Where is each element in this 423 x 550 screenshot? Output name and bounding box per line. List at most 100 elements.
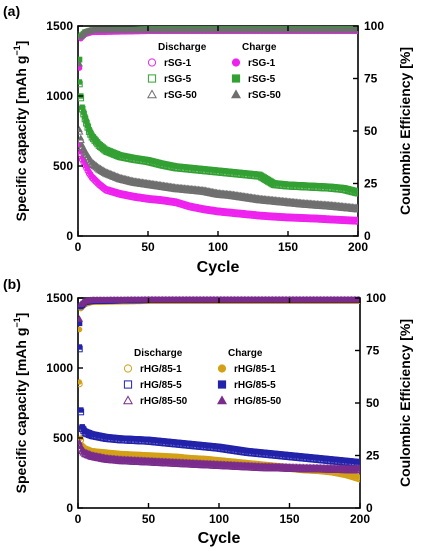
- x-tick-label: 50: [142, 512, 156, 526]
- discharge-point: [354, 189, 358, 197]
- legend-charge-label: rSG-50: [248, 90, 281, 101]
- y2-tick-label: 75: [364, 72, 378, 86]
- y2-tick-label: 0: [364, 229, 371, 243]
- panel-label: (b): [3, 276, 21, 292]
- x-tick-label: 100: [209, 512, 229, 526]
- x-tick-label: 50: [141, 240, 155, 254]
- y-axis-title: Specific capacity [mAh g−1]: [12, 313, 29, 494]
- legend-charge-label: rSG-1: [248, 58, 276, 69]
- discharge-point: [354, 218, 358, 225]
- y-axis-title-sup: −1: [12, 317, 22, 327]
- y-axis-title-close: ]: [13, 41, 29, 46]
- panel-b: (b)0 50 100 150 2000500100015000255075100Cyc…: [3, 276, 413, 547]
- y-tick-label: 1000: [46, 89, 73, 103]
- y-axis-title-main: Specific capacity [mAh g: [13, 328, 29, 494]
- data-layer: [78, 26, 358, 225]
- y-tick-label: 1500: [46, 19, 73, 33]
- legend-charge-marker: [217, 364, 227, 373]
- legend-discharge-title: Discharge: [134, 348, 183, 359]
- charge-point: [355, 216, 358, 223]
- x-tick-label: 0: [75, 240, 82, 254]
- efficiency-point: [78, 315, 84, 322]
- charge-point: [356, 464, 360, 471]
- legend-discharge-marker: [123, 395, 133, 405]
- x-tick-label: 0: [75, 512, 82, 526]
- charge-point: [78, 126, 83, 133]
- x-tick-label: 150: [279, 512, 299, 526]
- legend-charge-marker: [217, 395, 227, 405]
- legend-discharge-label: rHG/85-50: [140, 396, 188, 407]
- efficiency-point: [78, 326, 83, 333]
- data-layer: [78, 295, 360, 483]
- y2-tick-label: 25: [366, 449, 380, 463]
- y-tick-label: 0: [66, 229, 73, 243]
- y-tick-label: 1000: [46, 361, 73, 375]
- discharge-point: [356, 460, 360, 468]
- charge-point: [354, 203, 358, 210]
- legend-discharge-label: rSG-1: [164, 58, 192, 69]
- series-rSG-50: [78, 26, 358, 213]
- x-tick-label: 200: [348, 240, 368, 254]
- x-axis-title: Cycle: [197, 259, 240, 276]
- y2-tick-label: 100: [364, 19, 384, 33]
- legend-charge-title: Charge: [228, 348, 263, 359]
- legend-charge-marker: [231, 89, 241, 99]
- charge-point: [78, 344, 83, 350]
- y-axis-title-main: Specific capacity [mAh g: [13, 56, 29, 222]
- legend-discharge-marker: [147, 58, 157, 67]
- legend-charge-title: Charge: [242, 42, 277, 53]
- efficiency-point: [78, 60, 84, 67]
- legend-discharge-marker: [123, 364, 133, 373]
- legend-charge-label: rHG/85-5: [234, 380, 276, 391]
- x-tick-label: 100: [208, 240, 228, 254]
- y-axis-title-sup: −1: [12, 45, 22, 55]
- legend-charge-label: rHG/85-1: [234, 364, 276, 375]
- y-tick-label: 500: [53, 159, 73, 173]
- legend-charge-marker: [217, 380, 227, 389]
- charge-point: [357, 474, 360, 480]
- legend-charge-marker: [231, 58, 241, 67]
- y2-tick-label: 0: [366, 501, 373, 515]
- y2-axis-title: Coulombic Efficiency [%]: [397, 47, 413, 215]
- y2-tick-label: 100: [366, 291, 386, 305]
- legend: Discharge Charge rHG/85-1 rHG/85-1 rHG/85-5 r…: [123, 348, 282, 407]
- y2-axis-title: Coulombic Efficiency [%]: [397, 319, 413, 487]
- discharge-point: [356, 475, 360, 483]
- series-rHG/85-50: [78, 295, 360, 474]
- legend-discharge-label: rHG/85-1: [140, 364, 182, 375]
- charge-point: [355, 188, 358, 194]
- legend-discharge-marker: [123, 380, 133, 389]
- legend: Discharge Charge rSG-1 rSG-1 rSG-5 rSG-5 rSG-5…: [147, 42, 281, 101]
- charge-point: [78, 79, 83, 85]
- y2-tick-label: 50: [364, 124, 378, 138]
- x-tick-label: 150: [278, 240, 298, 254]
- y-axis-title: Specific capacity [mAh g−1]: [12, 41, 29, 222]
- charge-point: [78, 379, 83, 385]
- charge-point: [78, 407, 84, 413]
- y2-tick-label: 25: [364, 177, 378, 191]
- y-tick-label: 500: [53, 431, 73, 445]
- charge-point: [78, 134, 85, 141]
- legend-discharge-label: rHG/85-5: [140, 380, 182, 391]
- panel-a: (a)0 50 100 150 2000500100015000255075100Cyc…: [3, 3, 413, 276]
- legend-discharge-marker: [147, 89, 157, 99]
- legend-discharge-marker: [147, 74, 157, 83]
- legend-charge-marker: [231, 74, 241, 83]
- legend-discharge-label: rSG-50: [164, 90, 197, 101]
- legend-charge-label: rSG-5: [248, 74, 276, 85]
- y2-tick-label: 50: [366, 396, 380, 410]
- y-tick-label: 1500: [46, 291, 73, 305]
- x-tick-label: 200: [350, 512, 370, 526]
- charge-point: [357, 459, 360, 465]
- legend-charge-label: rHG/85-50: [234, 396, 282, 407]
- y-tick-label: 0: [66, 501, 73, 515]
- charge-point: [79, 104, 85, 110]
- panel-label: (a): [3, 3, 20, 19]
- legend-discharge-title: Discharge: [158, 42, 207, 53]
- legend-discharge-label: rSG-5: [164, 74, 192, 85]
- x-axis-title: Cycle: [198, 530, 241, 547]
- charge-point: [80, 109, 87, 115]
- y2-tick-label: 75: [366, 344, 380, 358]
- y-axis-title-close: ]: [13, 313, 29, 318]
